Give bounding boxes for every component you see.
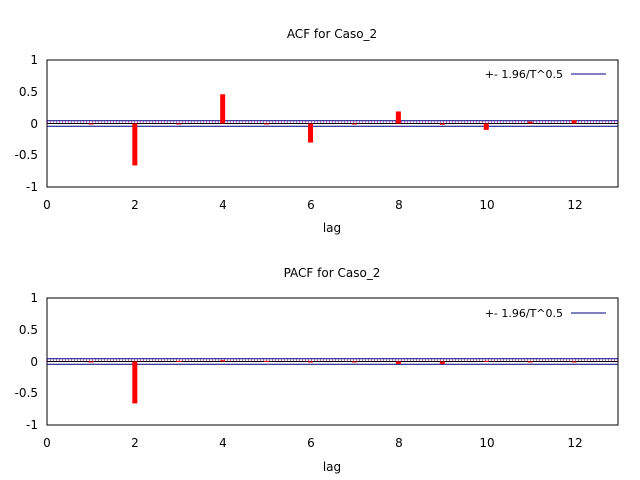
pacf-xtick-8: 8 — [395, 436, 403, 450]
pacf-panel: PACF for Caso_2 1 0.5 0 -0.5 -1 0 2 4 6 … — [15, 266, 619, 474]
acf-xtick-2: 2 — [131, 198, 139, 212]
pacf-legend: +- 1.96/T^0.5 — [485, 307, 606, 320]
acf-xtick-4: 4 — [219, 198, 227, 212]
acf-bar-lag-11 — [527, 121, 533, 124]
acf-panel: ACF for Caso_2 1 0.5 0 -0.5 -1 0 2 4 6 8… — [15, 27, 619, 235]
acf-ytick-0.5: 0.5 — [19, 85, 38, 99]
pacf-ytick-neg0.5: -0.5 — [15, 386, 38, 400]
acf-legend: +- 1.96/T^0.5 — [485, 68, 606, 81]
pacf-bar-lag-12 — [571, 361, 577, 363]
acf-bar-lag-6 — [308, 123, 314, 143]
pacf-xtick-0: 0 — [43, 436, 51, 450]
pacf-y-ticks: 1 0.5 0 -0.5 -1 — [15, 291, 38, 432]
pacf-bar-lag-6 — [308, 361, 314, 363]
acf-ytick-1: 1 — [30, 53, 38, 67]
pacf-xtick-2: 2 — [131, 436, 139, 450]
acf-bar-lag-7 — [351, 123, 357, 125]
pacf-bar-lag-2 — [132, 361, 138, 404]
acf-x-axis-label: lag — [323, 221, 341, 235]
pacf-x-axis-label: lag — [323, 460, 341, 474]
acf-chart-title: ACF for Caso_2 — [287, 27, 377, 41]
pacf-xtick-12: 12 — [567, 436, 582, 450]
acf-bar-lag-2 — [132, 123, 138, 166]
acf-bar-lag-5 — [264, 123, 270, 125]
acf-plot-area — [47, 94, 618, 166]
acf-bar-lag-10 — [483, 123, 489, 130]
pacf-xtick-10: 10 — [479, 436, 494, 450]
pacf-ytick-0.5: 0.5 — [19, 323, 38, 337]
acf-y-ticks: 1 0.5 0 -0.5 -1 — [15, 53, 38, 194]
acf-ytick-0: 0 — [30, 117, 38, 131]
acf-x-ticks: 0 2 4 6 8 10 12 — [43, 198, 582, 212]
pacf-ytick-1: 1 — [30, 291, 38, 305]
acf-bar-lag-8 — [395, 111, 401, 124]
pacf-x-ticks: 0 2 4 6 8 10 12 — [43, 436, 582, 450]
pacf-bar-lag-1 — [88, 361, 94, 363]
pacf-plot-area — [47, 358, 618, 404]
pacf-bar-lag-9 — [439, 361, 445, 365]
pacf-ytick-neg1: -1 — [26, 418, 38, 432]
pacf-ytick-0: 0 — [30, 355, 38, 369]
acf-bar-lag-1 — [88, 123, 94, 125]
acf-bar-lag-4 — [220, 94, 226, 124]
acf-xtick-12: 12 — [567, 198, 582, 212]
pacf-bar-lag-8 — [395, 361, 401, 365]
acf-ytick-neg1: -1 — [26, 180, 38, 194]
pacf-chart-title: PACF for Caso_2 — [284, 266, 381, 280]
pacf-legend-label: +- 1.96/T^0.5 — [485, 307, 563, 320]
acf-bar-lag-9 — [439, 123, 445, 125]
acf-xtick-6: 6 — [307, 198, 315, 212]
acf-bar-lag-12 — [571, 120, 577, 124]
pacf-xtick-6: 6 — [307, 436, 315, 450]
acf-legend-label: +- 1.96/T^0.5 — [485, 68, 563, 81]
pacf-bar-lag-10 — [483, 360, 489, 362]
acf-xtick-8: 8 — [395, 198, 403, 212]
acf-ytick-neg0.5: -0.5 — [15, 148, 38, 162]
acf-xtick-10: 10 — [479, 198, 494, 212]
pacf-xtick-4: 4 — [219, 436, 227, 450]
pacf-bar-lag-3 — [176, 360, 182, 362]
pacf-bar-lag-4 — [220, 360, 226, 362]
pacf-bar-lag-11 — [527, 361, 533, 363]
acf-xtick-0: 0 — [43, 198, 51, 212]
acf-bar-lag-3 — [176, 123, 182, 125]
pacf-bar-lag-5 — [264, 360, 270, 362]
pacf-bar-lag-7 — [351, 361, 357, 363]
